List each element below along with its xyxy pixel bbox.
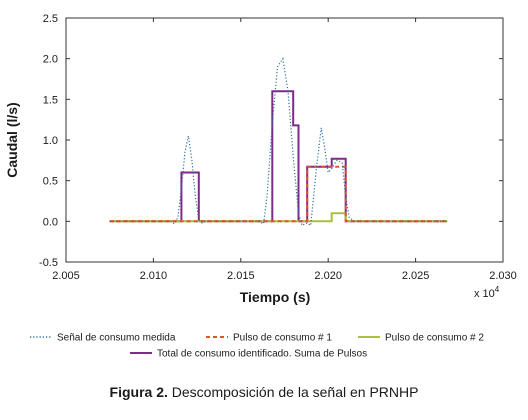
plot-area bbox=[65, 17, 504, 263]
series-line-1 bbox=[109, 165, 448, 223]
y-tick-label: 0.0 bbox=[43, 216, 58, 228]
x-tick-label: 2.005 bbox=[52, 270, 80, 282]
x-tick-label: 2.020 bbox=[314, 270, 342, 282]
legend-label-3: Total de consumo identificado. Suma de P… bbox=[157, 349, 367, 360]
x-tick-label: 2.025 bbox=[402, 270, 430, 282]
legend-label-0: Señal de consumo medida bbox=[57, 333, 176, 344]
y-tick-label: 2.5 bbox=[43, 13, 58, 25]
y-tick-label: 2.0 bbox=[43, 54, 58, 66]
y-tick-label: 1.5 bbox=[43, 94, 58, 106]
x-axis-label: Tiempo (s) bbox=[240, 289, 311, 305]
x-tick-label: 2.030 bbox=[489, 270, 517, 282]
series-line-3 bbox=[109, 90, 448, 223]
series-line-0 bbox=[109, 57, 448, 227]
ticks-layer: -0.5 0.0 0.5 1.0 1.5 2.0 2.5 2.005 2.010 2.015 2.0… bbox=[39, 13, 517, 282]
caption-text: Descomposición de la señal en PRNHP bbox=[171, 384, 419, 400]
figure-caption: Figura 2. Descomposición de la señal en … bbox=[0, 384, 528, 400]
x-tick-label: 2.015 bbox=[227, 270, 255, 282]
y-tick-label: -0.5 bbox=[39, 257, 58, 269]
legend: Señal de consumo medida Pulso de consumo … bbox=[30, 333, 484, 360]
x-tick-label: 2.010 bbox=[140, 270, 168, 282]
series-layer bbox=[109, 57, 448, 227]
y-tick-label: 0.5 bbox=[43, 176, 58, 188]
x-axis-multiplier: x 104 bbox=[474, 285, 500, 300]
y-axis-label: Caudal (l/s) bbox=[4, 102, 20, 177]
caption-label: Figura 2. bbox=[109, 384, 168, 400]
y-tick-label: 1.0 bbox=[43, 135, 58, 147]
legend-label-2: Pulso de consumo # 2 bbox=[385, 333, 484, 344]
legend-label-1: Pulso de consumo # 1 bbox=[233, 333, 332, 344]
